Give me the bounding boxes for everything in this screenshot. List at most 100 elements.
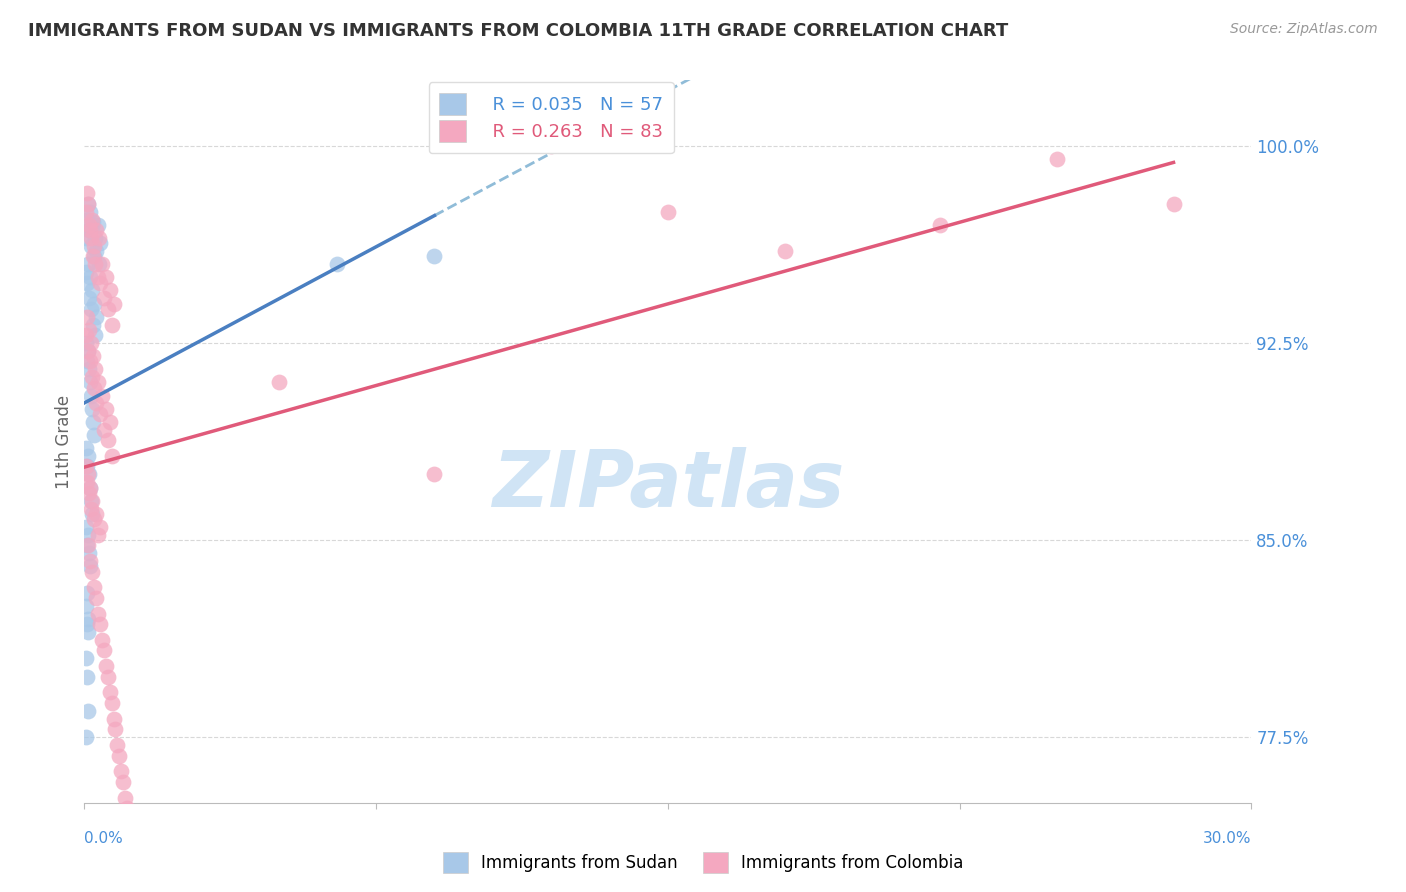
Point [82, 215, 104, 229]
Point [79, 376, 101, 390]
Point [75, 231, 97, 245]
Point [77, 257, 100, 271]
Point [97, 434, 120, 448]
Point [76, 670, 98, 684]
Point [82, 220, 104, 235]
Point [97, 670, 120, 684]
Point [122, 843, 145, 857]
Point [77, 467, 100, 482]
Point [267, 376, 290, 390]
Point [84, 591, 107, 605]
Point [97, 301, 120, 316]
Point [79, 223, 101, 237]
Point [79, 481, 101, 495]
Point [84, 396, 107, 410]
Point [120, 827, 142, 841]
Point [84, 244, 107, 258]
Point [657, 204, 679, 219]
Point [76, 475, 98, 490]
Text: IMMIGRANTS FROM SUDAN VS IMMIGRANTS FROM COLOMBIA 11TH GRADE CORRELATION CHART: IMMIGRANTS FROM SUDAN VS IMMIGRANTS FROM… [28, 22, 1008, 40]
Point [107, 738, 129, 752]
Point [80, 231, 103, 245]
Point [83, 249, 105, 263]
Point [75, 441, 97, 455]
Point [76, 310, 98, 324]
Point [112, 774, 135, 789]
Point [77, 343, 100, 358]
Point [82, 349, 104, 363]
Point [84, 328, 107, 343]
Point [84, 257, 107, 271]
Point [75, 730, 97, 744]
Point [84, 507, 107, 521]
Point [80, 301, 103, 316]
Point [94, 659, 117, 673]
Text: 30.0%: 30.0% [1204, 830, 1251, 846]
Point [82, 284, 104, 298]
Point [108, 748, 131, 763]
Point [83, 381, 105, 395]
Point [90, 388, 112, 402]
Point [77, 223, 100, 237]
Point [1163, 196, 1185, 211]
Point [84, 362, 107, 376]
Point [75, 520, 97, 534]
Point [114, 790, 136, 805]
Point [77, 612, 100, 626]
Point [98, 685, 121, 699]
Point [79, 270, 101, 285]
Point [76, 459, 98, 474]
Point [89, 407, 111, 421]
Point [82, 401, 104, 416]
Point [83, 296, 105, 310]
Point [773, 244, 796, 258]
Legend:   R = 0.035   N = 57,   R = 0.263   N = 83: R = 0.035 N = 57, R = 0.263 N = 83 [429, 82, 673, 153]
Point [75, 459, 97, 474]
Point [77, 546, 100, 560]
Point [77, 291, 100, 305]
Point [75, 328, 97, 343]
Point [76, 354, 98, 368]
Point [90, 632, 112, 647]
Point [82, 415, 104, 429]
Point [77, 196, 100, 211]
Point [82, 565, 104, 579]
Point [89, 231, 111, 245]
Point [93, 423, 115, 437]
Point [77, 704, 100, 718]
Point [89, 257, 111, 271]
Text: 0.0%: 0.0% [84, 830, 124, 846]
Point [103, 296, 125, 310]
Point [540, 139, 562, 153]
Point [87, 376, 110, 390]
Point [77, 528, 100, 542]
Point [82, 493, 104, 508]
Point [79, 481, 101, 495]
Point [76, 585, 98, 599]
Point [89, 276, 111, 290]
Point [1046, 152, 1069, 166]
Point [75, 651, 97, 665]
Point [77, 625, 100, 640]
Point [98, 284, 121, 298]
Point [76, 212, 98, 227]
Point [423, 467, 446, 482]
Point [82, 370, 104, 384]
Point [100, 449, 122, 463]
Point [79, 204, 101, 219]
Point [423, 249, 446, 263]
Point [76, 617, 98, 632]
Point [82, 212, 104, 227]
Point [115, 801, 138, 815]
Point [104, 723, 127, 737]
Point [326, 257, 349, 271]
Point [77, 196, 100, 211]
Point [110, 764, 132, 779]
Point [82, 507, 104, 521]
Point [76, 186, 98, 201]
Point [77, 485, 100, 500]
Point [94, 270, 117, 285]
Point [79, 354, 101, 368]
Y-axis label: 11th Grade: 11th Grade [55, 394, 73, 489]
Point [100, 318, 122, 332]
